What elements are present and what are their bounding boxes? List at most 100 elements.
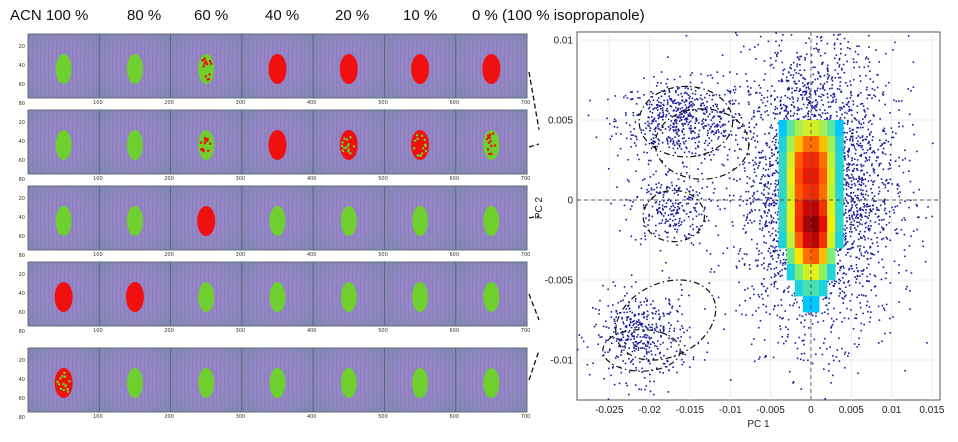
scatter-point — [659, 249, 662, 252]
scatter-point — [674, 136, 676, 138]
scatter-point — [862, 294, 865, 297]
density-cell — [786, 200, 796, 217]
scatter-point — [675, 89, 677, 92]
scatter-point — [809, 102, 812, 104]
scatter-point — [882, 129, 884, 131]
scatter-point — [829, 116, 832, 118]
scatter-point — [646, 299, 649, 301]
spot-mixed-pixel — [209, 142, 212, 145]
scatter-point — [761, 263, 763, 266]
scatter-point — [648, 360, 650, 362]
scatter-point — [751, 210, 753, 213]
scatter-point — [677, 222, 680, 225]
scatter-point — [745, 190, 747, 193]
scatter-point — [689, 95, 691, 98]
scatter-point — [867, 227, 870, 230]
scatter-point — [612, 365, 614, 368]
scatter-point — [754, 209, 756, 211]
spot-mixed-pixel — [416, 134, 419, 137]
scatter-point — [851, 206, 853, 209]
scatter-point — [690, 88, 693, 91]
scatter-point — [620, 133, 622, 135]
scatter-point — [654, 127, 657, 130]
scatter-point — [632, 111, 635, 114]
scatter-point — [673, 223, 676, 225]
scatter-point — [633, 323, 635, 325]
scatter-point — [850, 200, 853, 203]
scatter-point — [882, 94, 885, 96]
scatter-point — [744, 299, 747, 302]
scatter-point — [681, 205, 684, 207]
scatter-point — [675, 132, 678, 134]
scatter-point — [904, 149, 906, 152]
scatter-point — [776, 314, 779, 317]
scatter-point — [734, 113, 737, 115]
scatter-point — [697, 122, 700, 124]
scatter-point — [868, 140, 870, 143]
scatter-point — [844, 229, 847, 231]
scatter-point — [770, 276, 773, 279]
scatter-point — [889, 215, 891, 218]
scatter-point — [856, 203, 858, 206]
spot-mixed-pixel — [201, 147, 204, 151]
scatter-point — [803, 69, 806, 71]
scatter-point — [624, 295, 626, 297]
scatter-point — [853, 147, 856, 150]
scatter-point — [672, 100, 674, 103]
scatter-point — [847, 101, 849, 104]
scatter-point — [878, 186, 880, 189]
scatter-point — [844, 351, 847, 354]
scatter-point — [709, 271, 712, 273]
scatter-point — [872, 150, 874, 153]
density-cell — [835, 216, 844, 233]
scatter-point — [666, 56, 669, 58]
scatter-point — [677, 298, 680, 301]
scatter-point — [888, 162, 891, 165]
scatter-point — [784, 263, 786, 265]
scatter-point — [729, 92, 732, 94]
scatter-point — [872, 208, 874, 211]
scatter-point — [656, 340, 659, 342]
scatter-point — [646, 191, 648, 194]
scatter-point — [773, 99, 776, 101]
scatter-point — [656, 104, 658, 107]
scatter-point — [683, 219, 686, 222]
scatter-point — [847, 317, 850, 320]
scatter-point — [774, 195, 776, 197]
scatter-point — [790, 64, 792, 66]
spot-mixed-pixel — [59, 377, 62, 380]
scatter-point — [765, 305, 768, 308]
scatter-point — [680, 283, 682, 286]
scatter-point — [762, 202, 765, 205]
scatter-point — [652, 357, 655, 360]
scatter-point — [750, 117, 753, 120]
scatter-point — [844, 232, 847, 235]
scatter-point — [817, 113, 820, 116]
scatter-point — [849, 138, 851, 140]
scatter-point — [779, 275, 782, 277]
column-header-60: 60 % — [194, 7, 229, 24]
scatter-point — [855, 281, 857, 284]
scatter-point — [644, 238, 647, 241]
image-x-tick: 700 — [521, 252, 531, 258]
scatter-point — [646, 334, 649, 337]
scatter-point — [659, 191, 662, 193]
scatter-point — [833, 93, 836, 96]
scatter-point — [792, 98, 795, 100]
scatter-point — [833, 359, 835, 362]
scatter-point — [851, 231, 853, 233]
scatter-point — [627, 158, 630, 161]
scatter-point — [642, 313, 645, 316]
scatter-point — [807, 359, 809, 362]
scatter-point — [801, 98, 804, 101]
scatter-point — [676, 210, 678, 212]
scatter-point — [712, 153, 715, 156]
scatter-point — [787, 86, 790, 89]
scatter-point — [705, 111, 708, 114]
scatter-point — [762, 174, 764, 176]
scatter-point — [631, 320, 634, 323]
scatter-point — [780, 96, 782, 99]
scatter-point — [705, 215, 708, 218]
scatter-point — [653, 117, 656, 120]
scatter-point — [831, 79, 834, 82]
